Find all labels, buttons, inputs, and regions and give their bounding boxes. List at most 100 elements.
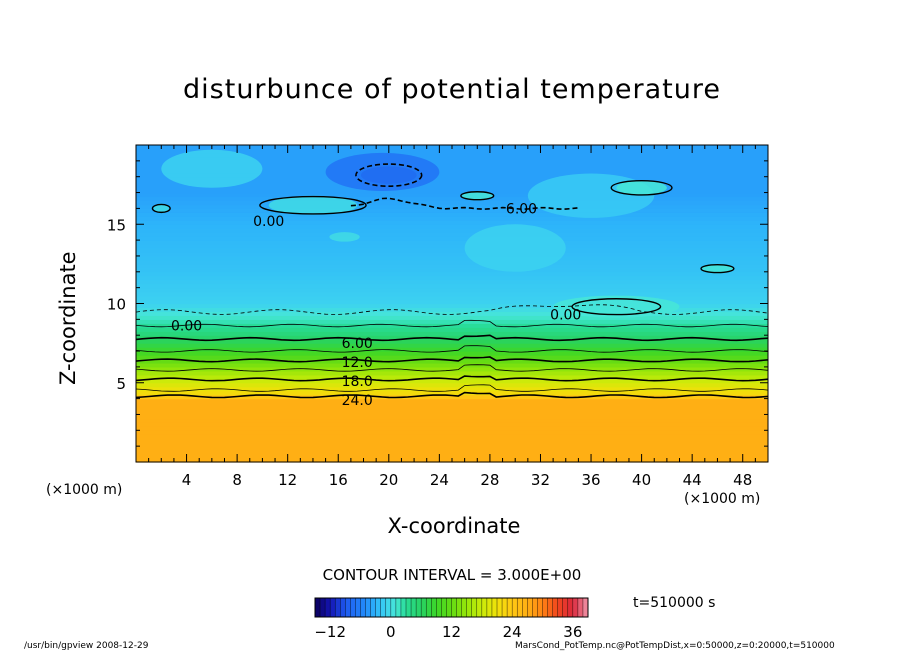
field-band	[136, 275, 768, 281]
contour-interval-label: CONTOUR INTERVAL = 3.000E+00	[322, 566, 582, 584]
colorbar-swatch	[426, 598, 432, 617]
contour-cold-core	[355, 163, 423, 188]
colorbar-swatch	[446, 598, 452, 617]
colorbar-swatch	[497, 598, 503, 617]
field-band	[136, 366, 768, 372]
chart-title: disturbunce of potential temperature	[183, 74, 721, 105]
y-axis: 5 10 15	[107, 160, 768, 447]
field-band	[136, 390, 768, 396]
field-band	[136, 450, 768, 455]
field-band	[136, 267, 768, 273]
field-band	[136, 271, 768, 277]
colorbar-swatch	[507, 598, 513, 617]
x-unit-label-left: (×1000 m)	[46, 482, 123, 498]
field-band	[136, 410, 768, 416]
temperature-field	[136, 145, 768, 463]
colorbar-swatch	[431, 598, 437, 617]
field-band	[136, 287, 768, 293]
colorbar-swatch	[527, 598, 533, 617]
x-tick-label: 16	[329, 471, 348, 489]
colorbar-swatch	[517, 598, 523, 617]
field-anomaly	[464, 224, 566, 272]
field-band	[136, 331, 768, 336]
field-band	[136, 232, 768, 237]
colorbar-tick-label: 24	[503, 623, 522, 641]
x-tick-label: 4	[182, 471, 192, 489]
field-band	[136, 378, 768, 384]
colorbar-swatch	[562, 598, 569, 617]
field-band	[136, 414, 768, 420]
field-band	[136, 307, 768, 313]
field-band	[136, 168, 768, 174]
field-band	[136, 216, 768, 221]
colorbar-tick-label: 36	[563, 623, 582, 641]
colorbar-swatch	[481, 598, 488, 617]
colorbar-swatch	[557, 598, 564, 617]
contour-line	[135, 319, 769, 328]
x-tick-label: 8	[232, 471, 242, 489]
x-tick-label: 36	[581, 471, 600, 489]
colorbar-swatch	[335, 598, 341, 617]
field-band	[136, 251, 768, 257]
contour-closed	[151, 203, 171, 214]
contour-closed	[259, 195, 367, 215]
colorbar-swatch	[542, 598, 548, 617]
colorbar-swatch	[522, 598, 528, 617]
contour-label: 0.00	[171, 319, 202, 335]
field-band	[136, 228, 768, 233]
field-band	[136, 208, 768, 213]
colorbar-swatch	[400, 598, 407, 617]
x-tick-label: 12	[278, 471, 297, 489]
field-band	[136, 192, 768, 198]
colorbar-swatch	[572, 598, 579, 617]
colorbar-swatch	[451, 598, 457, 617]
field-band	[136, 402, 768, 408]
colorbar-swatch	[466, 598, 473, 617]
colorbar-swatch	[320, 598, 326, 617]
field-band	[136, 156, 768, 162]
field-band	[136, 200, 768, 206]
field-band	[136, 172, 768, 178]
field-band	[136, 315, 768, 320]
field-band	[136, 362, 768, 368]
x-tick-label: 44	[683, 471, 702, 489]
x-tick-label: 20	[379, 471, 398, 489]
x-tick-label: 40	[632, 471, 651, 489]
colorbar-swatch	[315, 598, 321, 617]
field-band	[136, 382, 768, 388]
field-band	[136, 358, 768, 364]
field-band	[136, 188, 768, 194]
field-band	[136, 319, 768, 324]
field-band	[136, 176, 768, 182]
colorbar-swatch	[456, 598, 462, 617]
colorbar-swatch	[567, 598, 574, 617]
colorbar-swatch	[532, 598, 538, 617]
field-anomaly	[329, 232, 360, 242]
colorbar-swatch	[360, 598, 366, 617]
field-band	[136, 355, 768, 360]
contour-label: 6.00	[342, 336, 373, 352]
field-band	[136, 323, 768, 328]
y-axis-label: Z-coordinate	[56, 251, 80, 385]
field-band	[136, 279, 768, 285]
colorbar-swatch	[512, 598, 518, 617]
field-band	[136, 255, 768, 261]
colorbar-swatch	[325, 598, 331, 617]
contour-closed	[571, 298, 662, 316]
contour-label: 0.00	[550, 308, 581, 324]
contour-label: 18.0	[342, 374, 373, 390]
colorbar-swatch	[345, 598, 351, 617]
field-band	[136, 434, 768, 439]
field-band	[136, 394, 768, 400]
colorbar-swatch	[491, 598, 498, 617]
contour-label: 0.00	[253, 214, 284, 230]
field-band	[136, 386, 768, 392]
colorbar-swatch	[380, 598, 387, 617]
contour-label: 6.00	[506, 201, 537, 217]
colorbar-tick-label: 12	[442, 623, 461, 641]
colorbar-frame	[314, 597, 589, 618]
field-anomaly	[462, 190, 493, 201]
field-anomaly	[153, 203, 169, 214]
colorbar-swatch	[355, 598, 361, 617]
